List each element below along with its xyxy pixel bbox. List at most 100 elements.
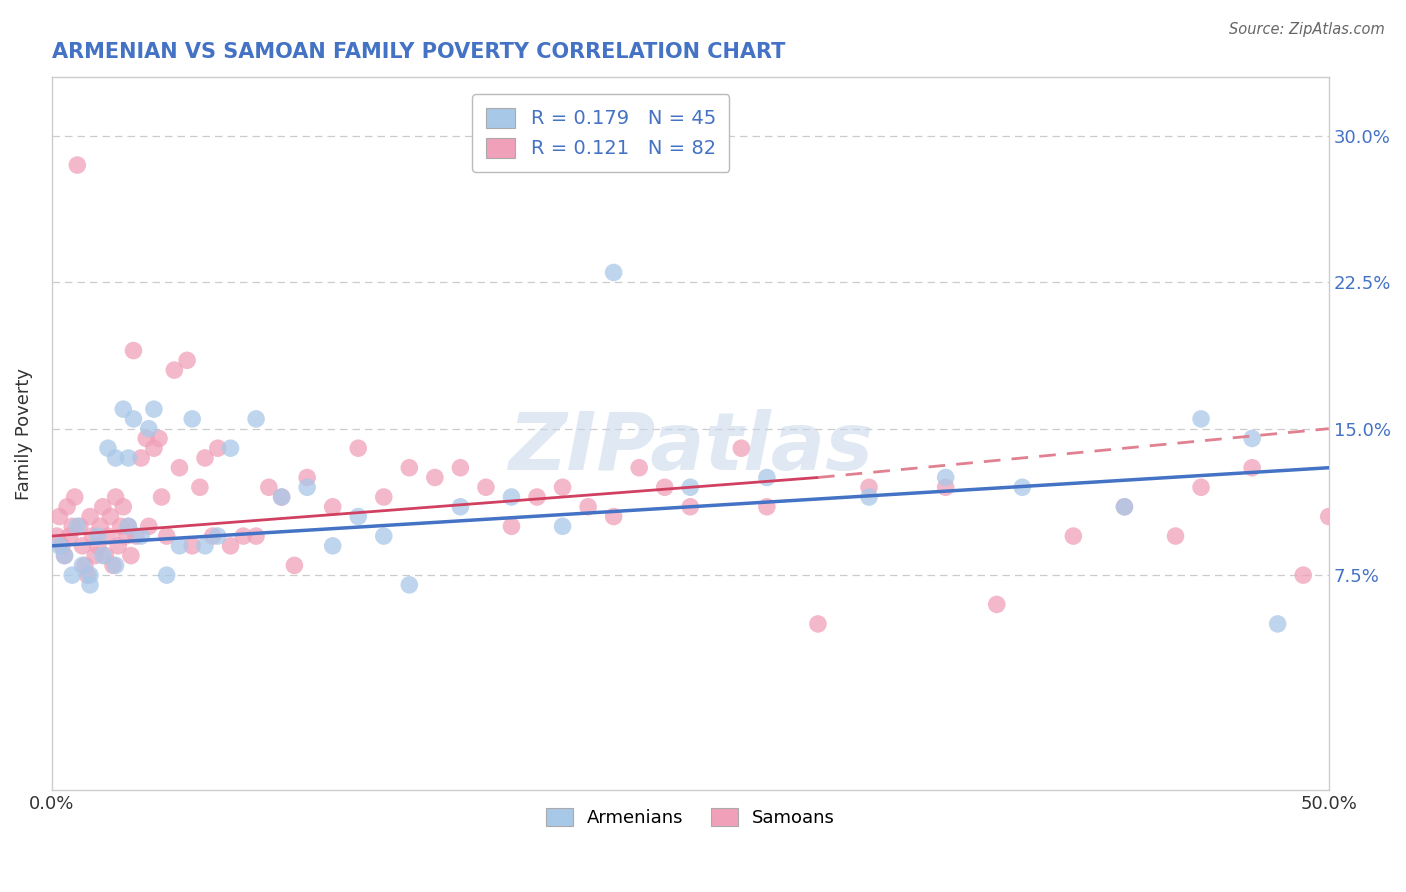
Point xyxy=(986,598,1008,612)
Point xyxy=(270,490,292,504)
Point xyxy=(1164,529,1187,543)
Point xyxy=(120,549,142,563)
Point xyxy=(551,480,574,494)
Point xyxy=(602,265,624,279)
Point xyxy=(169,460,191,475)
Point xyxy=(142,402,165,417)
Legend: Armenians, Samoans: Armenians, Samoans xyxy=(538,800,842,834)
Point xyxy=(1241,432,1264,446)
Point xyxy=(156,568,179,582)
Point xyxy=(104,490,127,504)
Point xyxy=(60,519,83,533)
Point xyxy=(654,480,676,494)
Point xyxy=(935,480,957,494)
Point xyxy=(181,412,204,426)
Point xyxy=(87,539,110,553)
Point xyxy=(73,558,96,573)
Point xyxy=(156,529,179,543)
Point xyxy=(45,529,67,543)
Point xyxy=(1062,529,1084,543)
Point xyxy=(94,549,117,563)
Point xyxy=(207,441,229,455)
Point xyxy=(66,519,89,533)
Point xyxy=(398,578,420,592)
Point xyxy=(755,500,778,514)
Point xyxy=(100,509,122,524)
Point xyxy=(858,480,880,494)
Point xyxy=(84,549,107,563)
Text: ARMENIAN VS SAMOAN FAMILY POVERTY CORRELATION CHART: ARMENIAN VS SAMOAN FAMILY POVERTY CORREL… xyxy=(52,42,785,62)
Point xyxy=(1011,480,1033,494)
Point xyxy=(194,450,217,465)
Point xyxy=(104,450,127,465)
Point xyxy=(51,539,73,553)
Point xyxy=(112,402,135,417)
Point xyxy=(475,480,498,494)
Point xyxy=(112,500,135,514)
Point xyxy=(194,539,217,553)
Point xyxy=(232,529,254,543)
Point xyxy=(398,460,420,475)
Point xyxy=(1317,509,1340,524)
Point xyxy=(245,412,267,426)
Point xyxy=(1189,412,1212,426)
Point xyxy=(169,539,191,553)
Point xyxy=(322,500,344,514)
Point xyxy=(1189,480,1212,494)
Point xyxy=(322,539,344,553)
Point xyxy=(628,460,651,475)
Point xyxy=(373,490,395,504)
Point xyxy=(129,450,152,465)
Point xyxy=(755,470,778,484)
Point xyxy=(66,158,89,172)
Point xyxy=(79,578,101,592)
Point xyxy=(1292,568,1315,582)
Point xyxy=(110,519,132,533)
Point xyxy=(501,490,523,504)
Point xyxy=(117,450,139,465)
Point xyxy=(53,549,76,563)
Point xyxy=(117,519,139,533)
Point xyxy=(135,432,157,446)
Point xyxy=(935,470,957,484)
Point xyxy=(56,500,79,514)
Point xyxy=(201,529,224,543)
Point xyxy=(1114,500,1136,514)
Point xyxy=(219,441,242,455)
Point xyxy=(59,529,82,543)
Point xyxy=(79,568,101,582)
Point xyxy=(138,519,160,533)
Point xyxy=(53,549,76,563)
Point xyxy=(122,343,145,358)
Point xyxy=(97,529,120,543)
Point xyxy=(104,558,127,573)
Text: Source: ZipAtlas.com: Source: ZipAtlas.com xyxy=(1229,22,1385,37)
Point xyxy=(72,558,94,573)
Point xyxy=(117,519,139,533)
Point xyxy=(107,539,129,553)
Point xyxy=(449,460,471,475)
Point xyxy=(283,558,305,573)
Point xyxy=(347,441,370,455)
Point xyxy=(48,539,70,553)
Point xyxy=(188,480,211,494)
Point xyxy=(449,500,471,514)
Point xyxy=(91,549,114,563)
Point xyxy=(257,480,280,494)
Point xyxy=(125,529,148,543)
Point xyxy=(181,539,204,553)
Point xyxy=(245,529,267,543)
Point xyxy=(551,519,574,533)
Point xyxy=(163,363,186,377)
Point xyxy=(72,539,94,553)
Point xyxy=(69,519,91,533)
Point xyxy=(148,432,170,446)
Point xyxy=(207,529,229,543)
Point xyxy=(150,490,173,504)
Point xyxy=(48,509,70,524)
Point xyxy=(97,441,120,455)
Point xyxy=(526,490,548,504)
Point xyxy=(295,470,318,484)
Point xyxy=(63,490,86,504)
Point xyxy=(60,568,83,582)
